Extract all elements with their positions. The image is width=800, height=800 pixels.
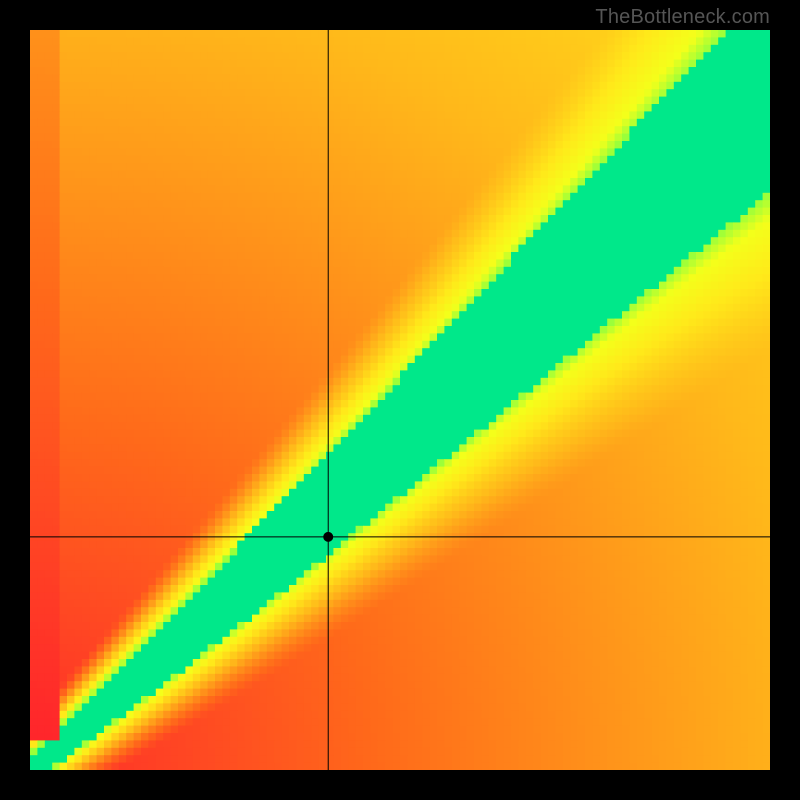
- watermark-text: TheBottleneck.com: [595, 6, 770, 29]
- heatmap-cells: [30, 30, 771, 771]
- chart-container: TheBottleneck.com: [0, 0, 800, 800]
- crosshair-marker: [323, 532, 333, 542]
- heatmap-chart: [0, 0, 800, 800]
